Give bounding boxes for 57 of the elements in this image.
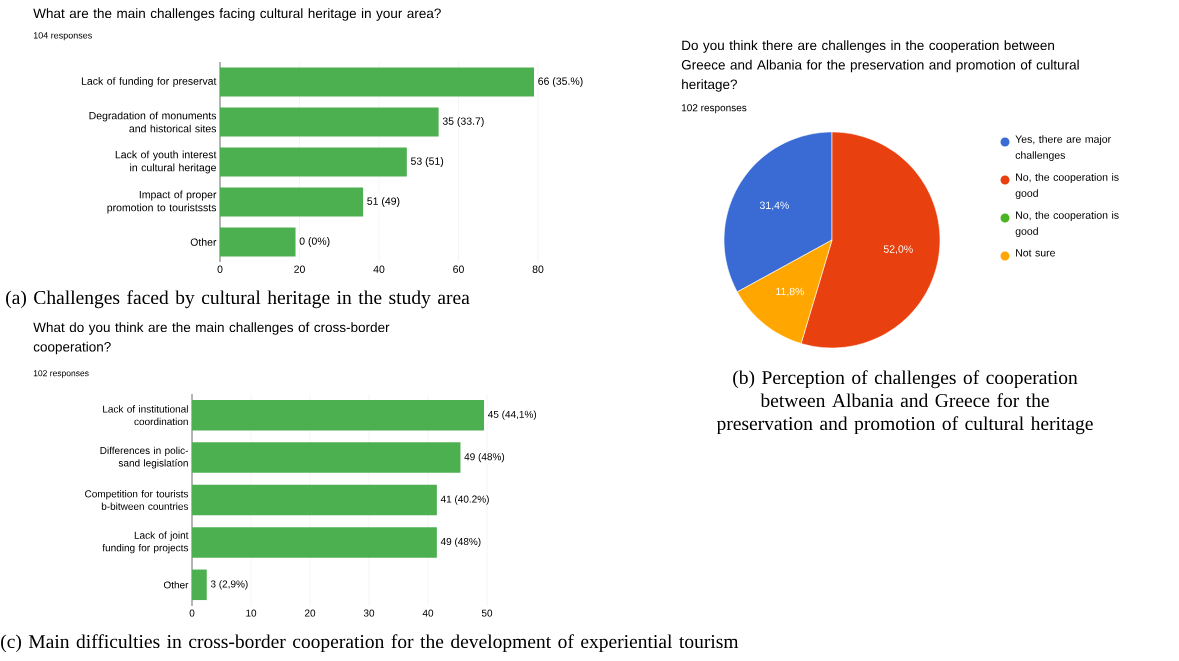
x-tick-label: 10 bbox=[246, 609, 257, 617]
data-label: 31,4% bbox=[759, 201, 789, 211]
bar bbox=[220, 107, 439, 137]
x-tick-label: 20 bbox=[304, 609, 316, 617]
annotation: 51 (49) bbox=[367, 197, 400, 207]
x-tick-label: 20 bbox=[294, 265, 305, 273]
x-tick-label: 80 bbox=[532, 265, 544, 273]
annotation: 53 (51) bbox=[410, 157, 444, 167]
data-label: 52,0% bbox=[883, 245, 913, 255]
chart-subtitle: 102 responses bbox=[681, 104, 747, 114]
chart-title: What are the main challenges facing cultural heritage in your area? bbox=[33, 8, 441, 21]
x-tick-label: 60 bbox=[453, 265, 464, 273]
annotation: 0 (0%) bbox=[299, 237, 330, 247]
x-tick-label: 0 bbox=[189, 609, 195, 617]
chart-title: Do you think there are challenges in the cooperation between Greece and Albania for the preservation and promotion of cultural heritage? bbox=[681, 40, 1079, 92]
bar bbox=[220, 227, 296, 257]
y-tick-label: Impact of proper promotion to touristssts bbox=[107, 190, 217, 214]
bar bbox=[192, 569, 207, 601]
legend-label: No, the cooperation is good bbox=[1015, 173, 1119, 199]
legend-label: Yes, there are major challenges bbox=[1015, 135, 1111, 161]
y-tick-label: Differences in polic-sand legislatíon bbox=[100, 446, 189, 469]
annotation: 49 (48%) bbox=[440, 537, 481, 548]
bar bbox=[192, 399, 485, 431]
annotation: 66 (35.%) bbox=[538, 77, 583, 87]
text: (c) Main difficulties in cross-border cooperation for the development of experiential tourism bbox=[1, 634, 739, 653]
annotation: 3 (2,9%) bbox=[210, 580, 248, 590]
bar bbox=[192, 527, 437, 558]
x-tick-label: 40 bbox=[422, 609, 434, 617]
x-tick-label: 30 bbox=[363, 609, 375, 617]
text: (a) Challenges faced by cultural heritage in the study area bbox=[6, 290, 470, 309]
y-tick-label: Lack of youth interest in cultural heritage bbox=[115, 150, 217, 174]
bar bbox=[220, 147, 407, 177]
y-tick-label: Lack of joint funding for projects bbox=[102, 531, 189, 554]
y-tick-label: Lack of institutional coordination bbox=[103, 405, 188, 426]
x-tick-label: 40 bbox=[373, 265, 385, 273]
text: 102 responses bbox=[33, 370, 89, 378]
bar bbox=[192, 484, 437, 516]
y-tick-label: Other bbox=[163, 581, 189, 589]
bar bbox=[220, 187, 364, 217]
legend-label: No, the cooperation is good bbox=[1015, 211, 1119, 237]
annotation: 35 (33.7) bbox=[442, 117, 484, 127]
data-label: 11,8% bbox=[776, 287, 805, 297]
x-tick-label: 0 bbox=[217, 265, 223, 273]
annotation: 45 (44,1%) bbox=[487, 410, 537, 420]
x-tick-label: 50 bbox=[481, 609, 493, 617]
legend-label: Not sure bbox=[1016, 249, 1055, 257]
bar bbox=[192, 442, 461, 473]
annotation: 41 (40.2%) bbox=[440, 495, 489, 505]
y-tick-label: Degradation of monuments and historical sites bbox=[89, 111, 217, 133]
chart-title: What do you think are the main challenges of cross-border cooperation? bbox=[33, 322, 390, 355]
text: (b) Perception of challenges of cooperation between Albania and Greece for the preservation and promotion of cultural heritage bbox=[716, 370, 1093, 435]
text: 104 responses bbox=[33, 32, 92, 41]
y-tick-label: Lack of funding for preservat bbox=[81, 77, 217, 87]
y-tick-label: Competition for tourists b-bitween countries bbox=[85, 490, 189, 510]
y-tick-label: Other bbox=[190, 238, 217, 246]
bar bbox=[220, 67, 535, 97]
annotation: 49 (48%) bbox=[464, 452, 505, 463]
